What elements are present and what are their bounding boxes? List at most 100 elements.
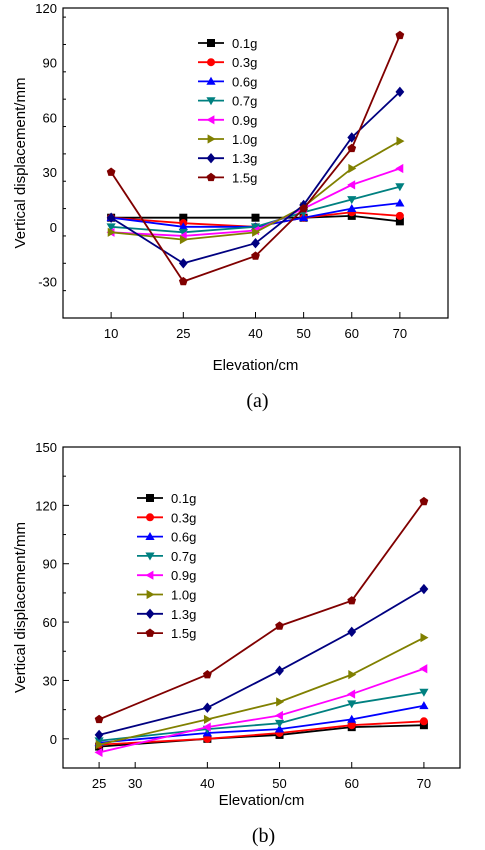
data-point <box>276 697 285 707</box>
data-point <box>419 496 429 506</box>
data-point <box>348 670 357 680</box>
data-point <box>178 276 188 286</box>
data-point <box>347 132 357 143</box>
legend-swatch-marker <box>145 608 155 619</box>
data-point <box>395 163 404 174</box>
data-point <box>419 701 429 710</box>
data-point <box>395 217 404 226</box>
legend-label: 0.9g <box>171 568 196 583</box>
x-tick-label: 50 <box>272 776 286 791</box>
series-line <box>110 35 401 283</box>
y-tick-label: 120 <box>35 1 57 16</box>
data-point <box>347 180 356 190</box>
series-line <box>111 140 401 241</box>
legend-swatch-marker <box>206 97 216 106</box>
data-point <box>275 665 284 676</box>
legend-swatch-marker <box>207 134 216 144</box>
series-1-0g <box>95 633 429 750</box>
legend-label: 1.3g <box>232 151 257 166</box>
series-line <box>98 667 425 754</box>
data-point <box>347 203 357 212</box>
data-point <box>419 688 429 697</box>
data-point <box>94 729 104 741</box>
data-point <box>251 213 260 222</box>
data-point <box>347 714 357 723</box>
y-tick-label: 0 <box>50 732 57 747</box>
data-point <box>299 203 308 213</box>
x-tick-label: 10 <box>104 326 118 341</box>
x-tick-label: 50 <box>296 326 310 341</box>
data-point <box>203 734 212 743</box>
data-point <box>106 167 116 176</box>
data-point <box>203 714 212 724</box>
chart-panel-a: -30 0 30 60 90 120 10 25 40 50 60 70 Elevation/cm Ver… <box>12 1 449 412</box>
legend-label: 0.9g <box>232 113 257 128</box>
x-tick-label: 60 <box>344 776 358 791</box>
panel-label: (b) <box>252 825 275 847</box>
data-point <box>395 183 405 192</box>
data-point <box>179 213 188 222</box>
chart-panel-b: 0 30 60 90 120 150 25 30 40 50 60 70 Elevation/cm Ver… <box>12 440 461 847</box>
y-tick-label: 150 <box>35 440 57 455</box>
legend-swatch-marker <box>146 494 154 502</box>
data-point <box>179 234 188 245</box>
data-point <box>178 258 188 269</box>
y-tick-label: 0 <box>50 220 57 235</box>
data-point <box>202 702 212 713</box>
data-point <box>299 213 309 222</box>
data-point <box>419 717 428 726</box>
y-tick-label: 120 <box>35 498 57 513</box>
series-1-5g <box>106 30 405 286</box>
data-point <box>178 228 188 237</box>
series-1-0g <box>107 136 405 245</box>
x-tick-label: 40 <box>248 326 262 341</box>
data-point <box>419 664 428 674</box>
data-point <box>251 238 260 249</box>
x-tick-label: 70 <box>393 326 407 341</box>
data-point <box>252 227 261 237</box>
series-1-5g <box>94 496 429 724</box>
legend-swatch-marker <box>145 570 154 580</box>
legend-label: 1.5g <box>171 626 196 641</box>
legend-swatch-marker <box>206 76 216 85</box>
x-tick-label: 60 <box>345 326 359 341</box>
data-point <box>347 689 356 699</box>
x-axis-title: Elevation/cm <box>213 357 299 374</box>
legend-label: 0.6g <box>171 530 196 545</box>
x-tick-label: 70 <box>417 776 431 791</box>
data-point <box>251 251 260 260</box>
data-point <box>347 143 357 153</box>
data-point <box>420 633 429 643</box>
legend-swatch-marker <box>145 628 155 637</box>
legend-label: 1.3g <box>171 607 196 622</box>
data-point <box>347 196 357 205</box>
y-tick-label: 60 <box>43 110 57 125</box>
legend-swatch-marker <box>145 552 155 561</box>
legend-label: 0.3g <box>232 55 257 70</box>
data-point <box>274 710 283 721</box>
legend-swatch-marker <box>145 532 155 540</box>
x-tick-label: 30 <box>128 776 142 791</box>
legend-swatch-marker <box>207 58 215 67</box>
x-axis-title: Elevation/cm <box>219 792 305 809</box>
legend-label: 1.0g <box>171 588 196 603</box>
legend-label: 0.1g <box>171 491 196 506</box>
y-tick-label: 90 <box>43 557 57 572</box>
data-point <box>395 211 404 220</box>
series-0-7g <box>94 688 429 746</box>
data-point <box>94 714 104 724</box>
y-tick-label: -30 <box>38 275 57 290</box>
legend-swatch-marker <box>207 39 215 47</box>
series-1-3g <box>94 583 429 741</box>
x-tick-label: 25 <box>92 776 106 791</box>
data-point <box>419 583 429 595</box>
data-point <box>106 223 116 232</box>
legend-label: 1.5g <box>232 170 257 185</box>
data-point <box>395 86 405 98</box>
data-point <box>347 721 356 730</box>
data-point <box>274 724 285 733</box>
series-0-9g <box>94 664 428 758</box>
data-point <box>347 700 357 709</box>
legend: 0.1g 0.3g 0.6g 0.7g 0.9g 1.0g 1.3g 1.5g <box>198 36 257 185</box>
